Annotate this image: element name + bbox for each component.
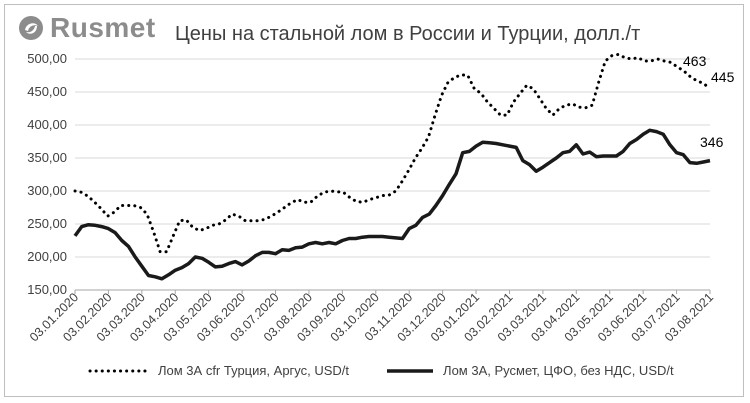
chart-legend: Лом 3А cfr Турция, Аргус, USD/t Лом 3А, …	[88, 363, 712, 378]
y-tick-label: 250,00	[27, 216, 67, 231]
end-value-label: 346	[700, 134, 724, 150]
y-tick-label: 150,00	[27, 282, 67, 297]
brand-logo: Rusmet	[18, 14, 156, 42]
legend-item-turkey: Лом 3А cfr Турция, Аргус, USD/t	[88, 363, 349, 378]
legend-solid-line-icon	[387, 368, 434, 373]
y-tick-label: 200,00	[27, 249, 67, 264]
y-tick-label: 450,00	[27, 84, 67, 99]
y-tick-label: 300,00	[27, 183, 67, 198]
legend-dotted-line-icon	[88, 369, 148, 372]
series-line-russia	[73, 128, 711, 281]
legend-label-turkey: Лом 3А cfr Турция, Аргус, USD/t	[158, 363, 350, 378]
y-tick-label: 500,00	[27, 51, 67, 66]
chart-frame	[4, 4, 744, 397]
rusmet-swirl-icon	[19, 16, 43, 40]
y-tick-label: 350,00	[27, 150, 67, 165]
y-tick-label: 400,00	[27, 117, 67, 132]
chart-title: Цены на стальной лом в России и Турции, …	[175, 23, 641, 45]
brand-name: Rusmet	[50, 12, 156, 43]
series-line-turkey	[73, 52, 712, 254]
legend-item-russia: Лом 3А, Русмет, ЦФО, без НДС, USD/t	[387, 363, 674, 378]
end-value-label: 463	[683, 53, 707, 69]
legend-label-russia: Лом 3А, Русмет, ЦФО, без НДС, USD/t	[443, 363, 674, 378]
end-value-label: 445	[711, 69, 735, 85]
